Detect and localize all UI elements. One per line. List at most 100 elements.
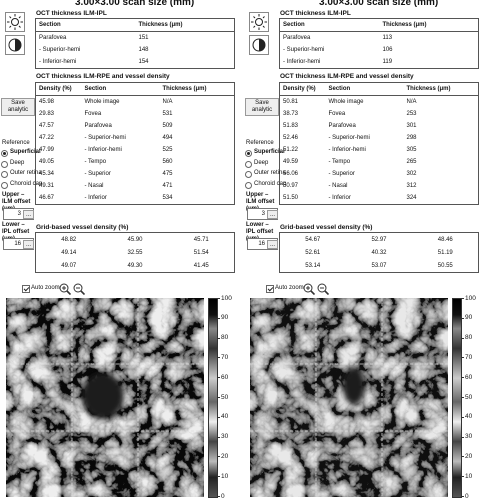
- table-cell: Parafovea: [39, 35, 67, 41]
- table-cell: - Nasal: [84, 183, 104, 189]
- radio-button[interactable]: [245, 150, 252, 157]
- table-cell: 113: [382, 35, 393, 41]
- radio-label[interactable]: Choroid cap: [10, 180, 43, 187]
- colorbar-tick-label: 90: [465, 314, 473, 322]
- zoom-in-button[interactable]: [303, 282, 316, 296]
- radio-label[interactable]: Deep: [10, 159, 25, 166]
- zoom-in-button[interactable]: [59, 282, 72, 296]
- colorbar-tick: [461, 496, 464, 497]
- colorbar: [208, 298, 218, 498]
- table-cell: 51.19: [437, 249, 453, 256]
- thickness-table: Section Thickness (μm) Parafovea 151 - Super…: [35, 18, 235, 69]
- radio-label[interactable]: Superficial: [10, 149, 41, 155]
- table-cell: 49.59: [283, 159, 299, 165]
- table-cell: 51.54: [193, 249, 209, 256]
- auto-zoom-label[interactable]: Auto zoom: [275, 285, 304, 291]
- table-cell: 471: [162, 183, 173, 189]
- offset-input[interactable]: 16...: [247, 238, 278, 250]
- save-button[interactable]: Save analytic: [245, 98, 279, 116]
- table-cell: - Inferior-hemi: [39, 59, 77, 65]
- table-cell: Parafovea: [328, 123, 356, 129]
- radio-label[interactable]: Superficial: [254, 149, 285, 155]
- table-cell: 302: [406, 171, 417, 177]
- table-cell: - Superior-hemi: [328, 135, 370, 141]
- table-cell: 29.83: [39, 111, 55, 117]
- zoom-out-button[interactable]: [73, 282, 86, 296]
- colorbar-tick-label: 100: [465, 294, 476, 302]
- table-cell: Fovea: [328, 111, 346, 117]
- table-row: 56.06 - Superior 302: [280, 168, 479, 180]
- table-row: 49.05 - Tempo 560: [36, 156, 235, 168]
- offset-button[interactable]: ...: [267, 210, 278, 219]
- section-heading: OCT thickness ILM-IPL: [36, 10, 107, 17]
- colorbar-tick: [217, 397, 220, 398]
- auto-zoom-checkbox[interactable]: [22, 285, 30, 293]
- table-cell: - Inferior-hemi: [84, 147, 122, 153]
- table-cell: 475: [162, 171, 173, 177]
- radio-label[interactable]: Outer retina: [254, 170, 286, 176]
- radio-label[interactable]: Outer retina: [10, 170, 42, 176]
- colorbar-tick: [461, 377, 464, 379]
- table-cell: - Inferior: [328, 195, 351, 201]
- radio-button[interactable]: [1, 150, 8, 157]
- offset-button[interactable]: ...: [23, 240, 34, 249]
- table-cell: 534: [162, 195, 173, 201]
- table-cell: 47.22: [39, 135, 55, 141]
- offset-input[interactable]: 16...: [3, 238, 34, 250]
- colorbar-tick-label: 70: [465, 353, 473, 361]
- offset-input[interactable]: 3...: [247, 208, 278, 220]
- radio-button[interactable]: [245, 181, 252, 189]
- table-row: 47.99 - Inferior-hemi 525: [36, 144, 235, 156]
- table-row: - Superior-hemi 148: [36, 44, 235, 56]
- reference-label: Reference: [246, 140, 274, 146]
- table-cell: 50.81: [283, 99, 299, 105]
- auto-zoom-checkbox[interactable]: [266, 285, 274, 293]
- radio-button[interactable]: [245, 160, 252, 168]
- table-cell: 48.46: [437, 236, 453, 243]
- table-cell: Whole image: [328, 99, 364, 105]
- table-cell: 49.31: [39, 183, 55, 189]
- save-button[interactable]: Save analytic: [1, 98, 35, 116]
- table-row: Parafovea 151: [36, 32, 235, 45]
- zoom-icon: [303, 283, 316, 296]
- radio-button[interactable]: [1, 181, 8, 189]
- offset-input[interactable]: 3...: [3, 208, 34, 220]
- table-cell: - Tempo: [328, 159, 351, 165]
- colorbar-tick: [461, 416, 464, 418]
- radio-button[interactable]: [1, 171, 8, 178]
- table-cell: 154: [138, 59, 149, 65]
- colorbar-tick-label: 0: [465, 492, 469, 500]
- table-cell: 48.82: [61, 236, 77, 243]
- offset-button[interactable]: ...: [23, 210, 34, 219]
- table-cell: 305: [406, 147, 417, 153]
- colorbar-tick: [217, 317, 220, 319]
- table-cell: 119: [382, 59, 393, 65]
- column-header: Section: [81, 82, 160, 96]
- table-row: - Superior-hemi 106: [280, 44, 479, 56]
- table-cell: - Inferior: [84, 195, 107, 201]
- colorbar-tick: [217, 436, 220, 438]
- table-cell: 265: [406, 159, 417, 165]
- radio-button[interactable]: [1, 160, 8, 168]
- radio-label[interactable]: Choroid cap: [254, 180, 287, 187]
- colorbar-tick-label: 20: [221, 452, 229, 460]
- auto-zoom-label[interactable]: Auto zoom: [31, 285, 60, 291]
- table-cell: 298: [406, 135, 417, 141]
- radio-label[interactable]: Deep: [254, 159, 269, 166]
- table-cell: 56.06: [283, 171, 299, 177]
- radio-button[interactable]: [245, 171, 252, 178]
- table-cell: 45.90: [127, 236, 143, 243]
- column-header: Thickness (μm): [403, 82, 479, 96]
- column-header: Section: [35, 18, 136, 32]
- table-cell: 47.99: [39, 147, 55, 153]
- zoom-out-button[interactable]: [317, 282, 330, 296]
- density-table: Density (%) Section Thickness (μm) 45.98 Who…: [35, 82, 235, 205]
- table-row: 49.07 49.30 41.45: [36, 259, 235, 273]
- table-row: 46.67 - Inferior 534: [36, 192, 235, 205]
- table-row: 49.59 - Tempo 265: [280, 156, 479, 168]
- table-cell: 52.46: [283, 135, 299, 141]
- offset-button[interactable]: ...: [267, 240, 278, 249]
- table-row: Parafovea 113: [280, 32, 479, 45]
- table-row: 45.98 Whole image N/A: [36, 96, 235, 109]
